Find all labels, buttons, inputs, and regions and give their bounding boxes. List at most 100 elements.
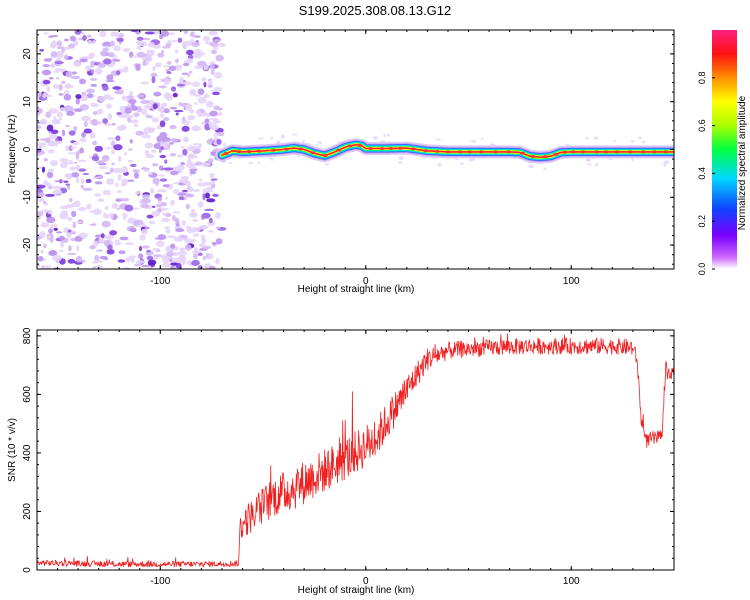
noise-blob: [90, 60, 95, 68]
noise-blob: [214, 71, 223, 79]
noise-blob: [97, 63, 106, 69]
noise-blob: [257, 137, 264, 140]
noise-blob: [152, 163, 159, 167]
noise-blob: [48, 228, 53, 234]
noise-blob: [210, 68, 215, 76]
noise-blob: [145, 154, 155, 159]
noise-blob: [77, 168, 87, 172]
noise-blob: [194, 48, 201, 54]
ridge-peak: [640, 150, 646, 154]
noise-blob: [171, 258, 178, 263]
noise-blob: [159, 154, 166, 159]
noise-blob: [470, 140, 477, 143]
noise-blob: [104, 206, 109, 211]
noise-blob: [133, 172, 140, 179]
noise-blob: [41, 69, 52, 76]
noise-blob: [142, 37, 151, 41]
ridge-peak: [663, 150, 669, 154]
noise-blob: [71, 210, 77, 218]
noise-blob: [170, 138, 178, 142]
noise-blob: [71, 71, 78, 75]
noise-blob: [152, 256, 159, 260]
noise-blob: [156, 125, 162, 130]
noise-blob: [91, 261, 99, 264]
noise-blob: [210, 89, 215, 92]
noise-blob: [155, 240, 165, 248]
noise-blob: [66, 110, 75, 116]
noise-blob: [169, 106, 178, 110]
noise-blob: [205, 181, 214, 186]
noise-blob: [73, 61, 80, 67]
noise-blob: [470, 157, 476, 161]
noise-blob: [111, 203, 119, 209]
noise-blob: [187, 186, 194, 193]
noise-blob: [101, 220, 111, 228]
noise-blob: [110, 140, 116, 147]
noise-blob: [115, 135, 121, 142]
noise-blob: [70, 146, 77, 149]
noise-blob: [146, 214, 154, 219]
ridge-peak: [357, 144, 363, 147]
noise-blob: [166, 71, 172, 75]
colorbar-tick-label: 0.6: [697, 119, 707, 132]
noise-blob: [94, 145, 103, 152]
noise-blob: [138, 253, 144, 260]
noise-blob: [61, 129, 66, 137]
noise-blob: [65, 183, 70, 186]
noise-blob: [181, 72, 189, 75]
noise-blob: [76, 220, 84, 224]
noise-blob: [157, 189, 167, 193]
noise-blob: [214, 211, 221, 219]
noise-blob: [214, 132, 218, 138]
ridge-peak: [347, 144, 353, 148]
noise-blob: [127, 117, 131, 123]
noise-blob: [93, 193, 102, 197]
noise-blob: [37, 211, 44, 217]
noise-blob: [187, 73, 191, 77]
noise-blob: [131, 105, 139, 111]
noise-blob: [69, 166, 76, 171]
snr-series-line: [37, 333, 674, 568]
noise-blob: [42, 79, 51, 85]
noise-blob: [50, 160, 59, 167]
noise-blob: [163, 108, 170, 114]
noise-blob: [50, 250, 57, 256]
noise-blob: [48, 35, 54, 38]
noise-blob: [206, 198, 216, 203]
noise-blob: [132, 169, 140, 173]
noise-blob: [174, 109, 184, 113]
noise-blob: [163, 117, 170, 122]
noise-blob: [114, 89, 124, 95]
noise-blob: [129, 138, 133, 144]
noise-blob: [56, 46, 63, 50]
noise-blob: [58, 179, 63, 184]
noise-blob: [215, 238, 223, 245]
noise-blob: [161, 217, 169, 222]
noise-blob: [324, 163, 330, 166]
noise-blob: [198, 178, 203, 182]
noise-blob: [630, 139, 635, 143]
noise-blob: [169, 170, 179, 176]
noise-blob: [178, 102, 183, 107]
noise-blob: [160, 30, 170, 37]
noise-blob: [58, 93, 64, 96]
noise-blob: [165, 94, 173, 101]
noise-blob: [54, 68, 65, 71]
noise-blob: [134, 191, 141, 195]
noise-blob: [169, 142, 174, 145]
ridge-peak: [434, 149, 440, 153]
noise-blob: [172, 211, 181, 214]
noise-blob: [72, 221, 77, 229]
noise-blob: [184, 244, 192, 251]
noise-blob: [157, 174, 165, 177]
noise-blob: [80, 178, 85, 185]
noise-blob: [152, 65, 156, 72]
noise-blob: [146, 265, 152, 269]
noise-blob: [147, 259, 157, 266]
noise-blob: [45, 193, 56, 197]
noise-blob: [111, 162, 115, 166]
noise-blob: [45, 111, 52, 118]
ridge-peak: [410, 147, 416, 151]
noise-blob: [43, 202, 49, 206]
noise-blob: [193, 93, 203, 97]
